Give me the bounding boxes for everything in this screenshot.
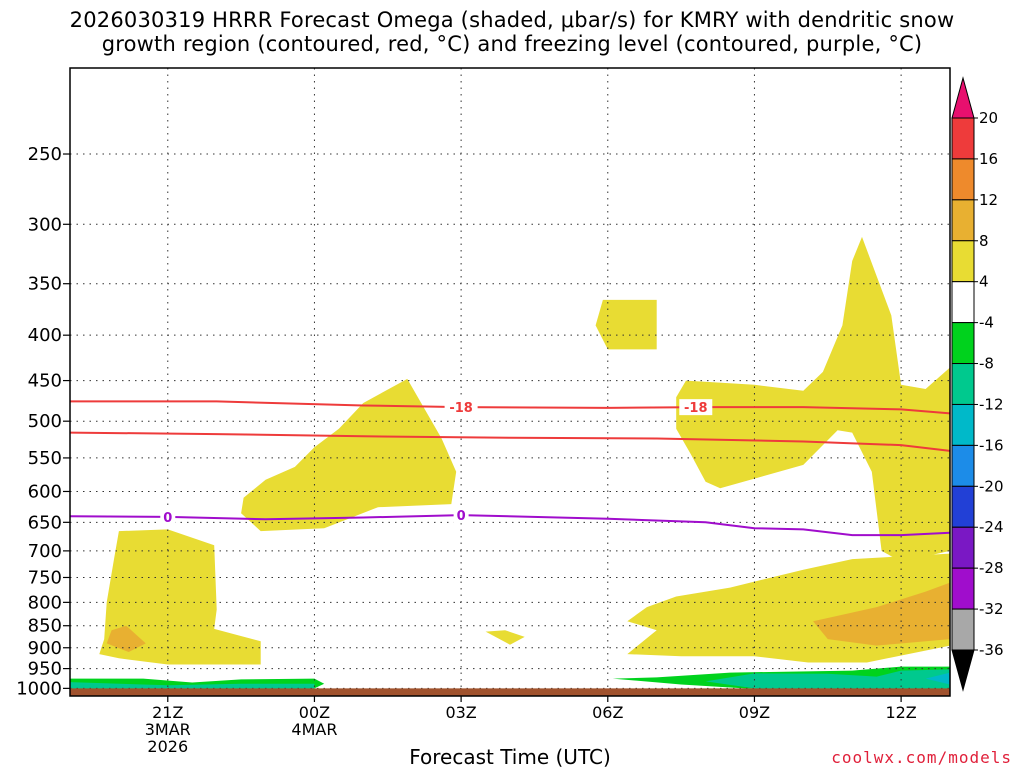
- omega-region-2: [595, 299, 657, 350]
- omega-region-1: [241, 378, 457, 532]
- colorbar: 20 16 12 8 4 -4 -8 -12 -16 -20 -24 -28 -32 -36: [951, 76, 1004, 692]
- colorbar-label-9: -20: [979, 477, 1004, 495]
- surface-fill: [70, 688, 950, 696]
- ytick-label-900: 900: [28, 638, 62, 659]
- colorbar-swatch-10: [951, 526, 975, 569]
- contour-label-0-0: -18: [449, 401, 473, 416]
- ytick-label-600: 600: [28, 481, 62, 502]
- colorbar-swatch-1: [951, 158, 975, 201]
- colorbar-swatch-5: [951, 322, 975, 365]
- colorbar-top-arrow: [951, 76, 975, 119]
- colorbar-label-4: 4: [979, 273, 989, 291]
- contour-label-2-0: 0: [163, 511, 172, 526]
- omega-region-7: [813, 582, 950, 646]
- xtick-label-0-0: 21Z: [152, 703, 183, 722]
- ytick-label-700: 700: [28, 541, 62, 562]
- ytick-label-450: 450: [28, 371, 62, 392]
- ytick-label-650: 650: [28, 512, 62, 533]
- colorbar-label-6: -8: [979, 355, 994, 373]
- colorbar-label-13: -36: [979, 641, 1004, 659]
- omega-region-11: [705, 669, 950, 689]
- chart-title: 2026030319 HRRR Forecast Omega (shaded, …: [0, 8, 1024, 56]
- ytick-label-250: 250: [28, 144, 62, 165]
- contour-0-line: [69, 514, 951, 537]
- omega-region-0: [99, 529, 261, 665]
- site-credit[interactable]: coolwx.com/models: [831, 748, 1012, 767]
- colorbar-swatch-7: [951, 403, 975, 446]
- xtick-label-0-2: 2026: [147, 737, 188, 756]
- contour-label-bg-2-0: [160, 508, 176, 525]
- ytick-label-350: 350: [28, 274, 62, 295]
- xtick-label-5-0: 12Z: [885, 703, 916, 722]
- xtick-label-4-0: 09Z: [739, 703, 770, 722]
- contour-label-2-1: 0: [457, 509, 466, 524]
- contour-label-bg-2-1: [453, 507, 469, 524]
- ytick-label-800: 800: [28, 592, 62, 613]
- colorbar-label-11: -28: [979, 559, 1004, 577]
- colorbar-label-12: -32: [979, 600, 1004, 618]
- colorbar-label-8: -16: [979, 436, 1004, 454]
- contour--18-line: [70, 400, 951, 415]
- colorbar-label-1: 16: [979, 150, 998, 168]
- colorbar-swatch-8: [951, 444, 975, 487]
- omega-region-5: [676, 236, 950, 562]
- colorbar-label-0: 20: [979, 109, 998, 127]
- xtick-label-0-1: 3MAR: [145, 720, 191, 739]
- omega-region-3: [485, 630, 525, 645]
- colorbar-label-2: 12: [979, 191, 998, 209]
- xtick-label-2-0: 03Z: [445, 703, 476, 722]
- xtick-label-3-0: 06Z: [592, 703, 623, 722]
- colorbar-label-7: -12: [979, 395, 1004, 413]
- ytick-label-400: 400: [28, 325, 62, 346]
- contour-label-bg-0-0: [444, 399, 478, 416]
- omega-region-10: [70, 682, 315, 689]
- x-axis-label: Forecast Time (UTC): [409, 745, 611, 769]
- ytick-label-550: 550: [28, 448, 62, 469]
- colorbar-bottom-arrow: [951, 649, 975, 692]
- colorbar-swatch-9: [951, 485, 975, 528]
- ytick-label-1000: 1000: [16, 678, 62, 699]
- xtick-label-1-0: 00Z: [299, 703, 330, 722]
- y-axis-ticks: 2503003504004505005506006507007508008509…: [16, 144, 70, 699]
- colorbar-swatch-12: [951, 608, 975, 651]
- ytick-label-850: 850: [28, 616, 62, 637]
- omega-shading: [70, 236, 950, 689]
- ytick-label-300: 300: [28, 214, 62, 235]
- colorbar-swatch-6: [951, 363, 975, 405]
- omega-region-6: [106, 625, 146, 652]
- colorbar-swatch-4: [951, 281, 975, 324]
- colorbar-label-10: -24: [979, 518, 1004, 536]
- colorbar-label-5: -4: [979, 314, 994, 332]
- grid-lines: [70, 68, 950, 696]
- ytick-label-500: 500: [28, 411, 62, 432]
- omega-region-12: [925, 672, 950, 685]
- colorbar-swatch-11: [951, 567, 975, 610]
- colorbar-swatch-3: [951, 240, 975, 283]
- title-line-2: growth region (contoured, red, °C) and f…: [101, 32, 923, 56]
- ytick-label-950: 950: [28, 659, 62, 680]
- ground-surface: [70, 688, 950, 696]
- ytick-label-750: 750: [28, 567, 62, 588]
- xtick-label-1-1: 4MAR: [291, 720, 337, 739]
- contour-label-bg-0-1: [679, 399, 713, 416]
- title-line-1: 2026030319 HRRR Forecast Omega (shaded, …: [69, 8, 955, 32]
- temperature-contours: -18 -18 0 0: [69, 399, 951, 537]
- colorbar-label-3: 8: [979, 232, 989, 250]
- contour-label-0-1: -18: [684, 401, 708, 416]
- colorbar-swatch-2: [951, 199, 975, 242]
- colorbar-swatch-0: [951, 117, 975, 160]
- contour--12-line: [69, 431, 951, 452]
- plot-frame: [69, 67, 951, 697]
